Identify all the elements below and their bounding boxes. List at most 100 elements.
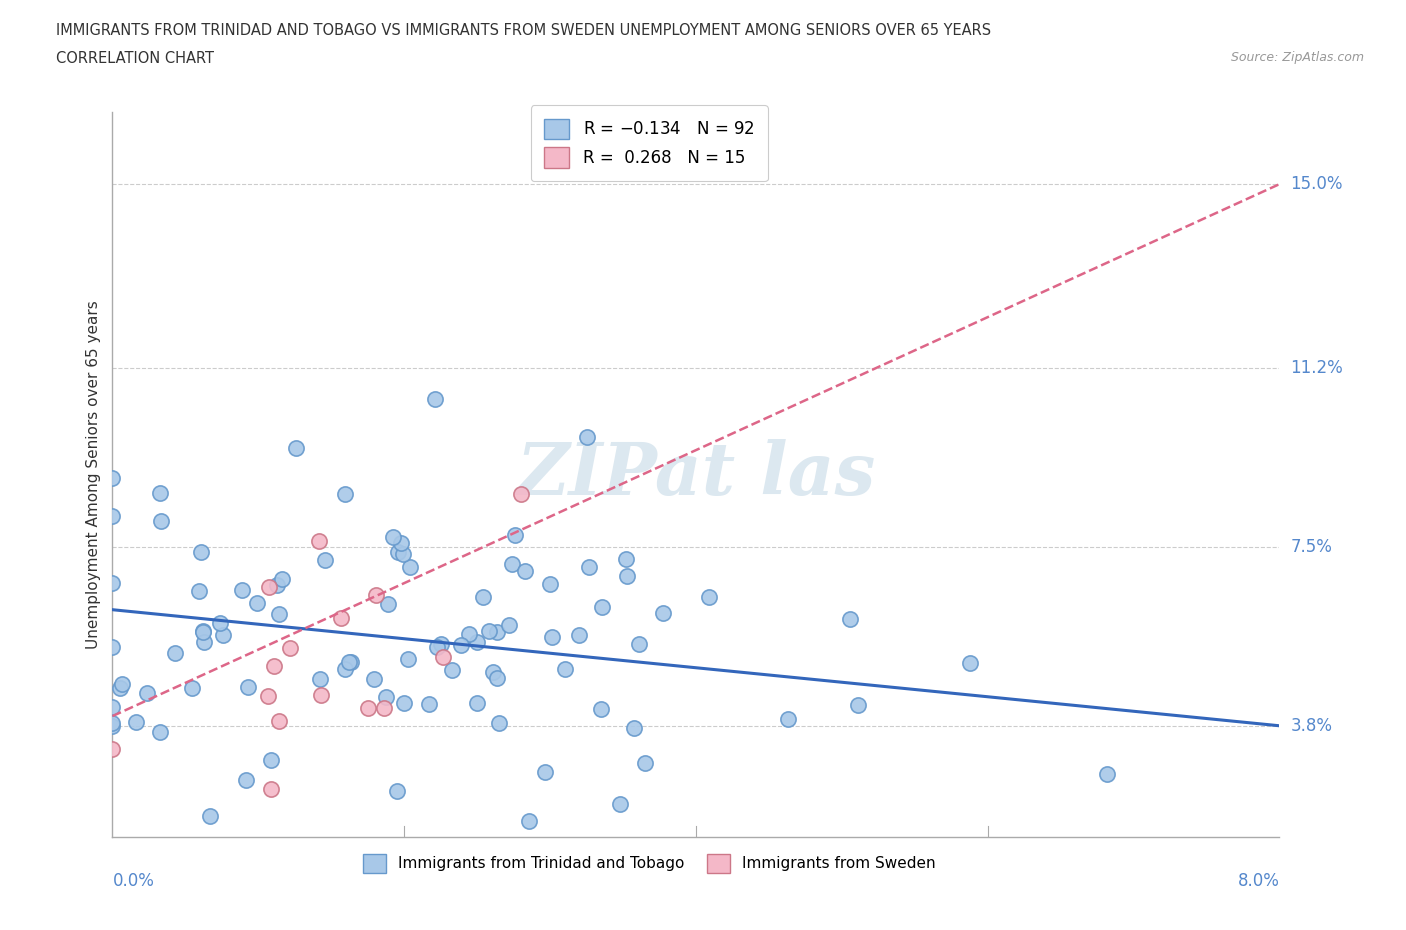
Point [623, 721, 645, 736]
Point [488, 715, 510, 730]
Point [212, 628, 235, 643]
Point [540, 630, 562, 644]
Point [339, 654, 361, 669]
Point [236, 679, 259, 694]
Point [399, 560, 422, 575]
Point [190, 544, 212, 559]
Point [187, 583, 209, 598]
Point [471, 590, 494, 604]
Point [697, 590, 720, 604]
Text: 7.5%: 7.5% [1291, 538, 1333, 556]
Point [149, 485, 172, 500]
Point [396, 651, 419, 666]
Text: Source: ZipAtlas.com: Source: ZipAtlas.com [1230, 51, 1364, 64]
Point [533, 764, 555, 779]
Point [482, 664, 505, 679]
Point [591, 600, 613, 615]
Point [314, 552, 336, 567]
Point [578, 559, 600, 574]
Point [458, 626, 481, 641]
Point [259, 580, 281, 595]
Point [430, 637, 453, 652]
Point [485, 671, 508, 685]
Point [450, 637, 472, 652]
Point [432, 650, 454, 665]
Point [503, 527, 526, 542]
Point [846, 698, 869, 712]
Point [181, 681, 204, 696]
Point [260, 752, 283, 767]
Point [467, 696, 489, 711]
Point [337, 655, 360, 670]
Point [269, 606, 291, 621]
Point [111, 677, 134, 692]
Legend: Immigrants from Trinidad and Tobago, Immigrants from Sweden: Immigrants from Trinidad and Tobago, Imm… [356, 846, 943, 880]
Point [309, 671, 332, 686]
Point [387, 545, 409, 560]
Point [839, 611, 862, 626]
Point [101, 509, 124, 524]
Point [284, 441, 307, 456]
Point [486, 624, 509, 639]
Point [651, 605, 673, 620]
Point [465, 635, 488, 650]
Point [614, 551, 637, 566]
Point [959, 655, 981, 670]
Point [278, 640, 301, 655]
Point [266, 578, 288, 592]
Text: 0.0%: 0.0% [112, 871, 155, 890]
Point [101, 742, 124, 757]
Point [191, 625, 214, 640]
Point [389, 536, 412, 551]
Point [509, 487, 531, 502]
Point [426, 640, 449, 655]
Point [198, 808, 221, 823]
Point [364, 588, 387, 603]
Point [329, 611, 352, 626]
Point [149, 725, 172, 740]
Text: IMMIGRANTS FROM TRINIDAD AND TOBAGO VS IMMIGRANTS FROM SWEDEN UNEMPLOYMENT AMONG: IMMIGRANTS FROM TRINIDAD AND TOBAGO VS I… [56, 23, 991, 38]
Point [538, 577, 561, 591]
Point [425, 392, 447, 406]
Text: 11.2%: 11.2% [1291, 359, 1343, 377]
Point [270, 572, 292, 587]
Point [101, 699, 124, 714]
Point [101, 640, 124, 655]
Point [191, 623, 214, 638]
Point [517, 814, 540, 829]
Point [501, 557, 523, 572]
Point [208, 616, 231, 631]
Point [373, 700, 395, 715]
Text: 8.0%: 8.0% [1237, 871, 1279, 890]
Point [101, 716, 124, 731]
Point [554, 661, 576, 676]
Point [231, 583, 253, 598]
Point [150, 513, 173, 528]
Point [101, 719, 124, 734]
Point [440, 662, 463, 677]
Point [568, 628, 591, 643]
Point [418, 696, 440, 711]
Point [513, 564, 536, 578]
Point [108, 681, 131, 696]
Point [136, 685, 159, 700]
Point [616, 569, 638, 584]
Y-axis label: Unemployment Among Seniors over 65 years: Unemployment Among Seniors over 65 years [86, 300, 101, 649]
Point [628, 636, 651, 651]
Point [375, 689, 398, 704]
Point [125, 715, 148, 730]
Point [356, 700, 378, 715]
Point [392, 696, 415, 711]
Text: ZIPat las: ZIPat las [516, 439, 876, 510]
Point [634, 755, 657, 770]
Point [478, 624, 501, 639]
Point [308, 534, 330, 549]
Point [609, 797, 631, 812]
Point [382, 530, 405, 545]
Point [101, 576, 124, 591]
Point [1095, 766, 1118, 781]
Point [193, 635, 215, 650]
Text: 3.8%: 3.8% [1291, 717, 1333, 735]
Point [235, 773, 257, 788]
Point [391, 547, 413, 562]
